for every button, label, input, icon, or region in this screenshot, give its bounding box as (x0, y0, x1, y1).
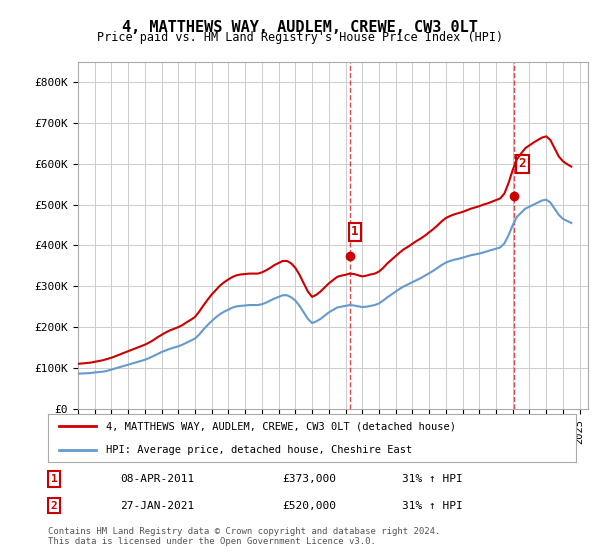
Text: 4, MATTHEWS WAY, AUDLEM, CREWE, CW3 0LT (detached house): 4, MATTHEWS WAY, AUDLEM, CREWE, CW3 0LT … (106, 421, 456, 431)
Text: 31% ↑ HPI: 31% ↑ HPI (402, 474, 463, 484)
Text: HPI: Average price, detached house, Cheshire East: HPI: Average price, detached house, Ches… (106, 445, 412, 455)
Text: 1: 1 (352, 226, 359, 239)
Text: 08-APR-2011: 08-APR-2011 (120, 474, 194, 484)
Text: 2: 2 (518, 157, 526, 170)
Text: 2: 2 (50, 501, 58, 511)
Text: 31% ↑ HPI: 31% ↑ HPI (402, 501, 463, 511)
Text: 1: 1 (50, 474, 58, 484)
Text: Contains HM Land Registry data © Crown copyright and database right 2024.
This d: Contains HM Land Registry data © Crown c… (48, 526, 440, 546)
Text: £373,000: £373,000 (282, 474, 336, 484)
Text: Price paid vs. HM Land Registry's House Price Index (HPI): Price paid vs. HM Land Registry's House … (97, 31, 503, 44)
Text: 4, MATTHEWS WAY, AUDLEM, CREWE, CW3 0LT: 4, MATTHEWS WAY, AUDLEM, CREWE, CW3 0LT (122, 20, 478, 35)
Text: 27-JAN-2021: 27-JAN-2021 (120, 501, 194, 511)
Text: £520,000: £520,000 (282, 501, 336, 511)
